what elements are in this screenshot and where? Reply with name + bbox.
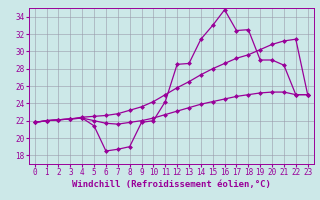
X-axis label: Windchill (Refroidissement éolien,°C): Windchill (Refroidissement éolien,°C) bbox=[72, 180, 271, 189]
